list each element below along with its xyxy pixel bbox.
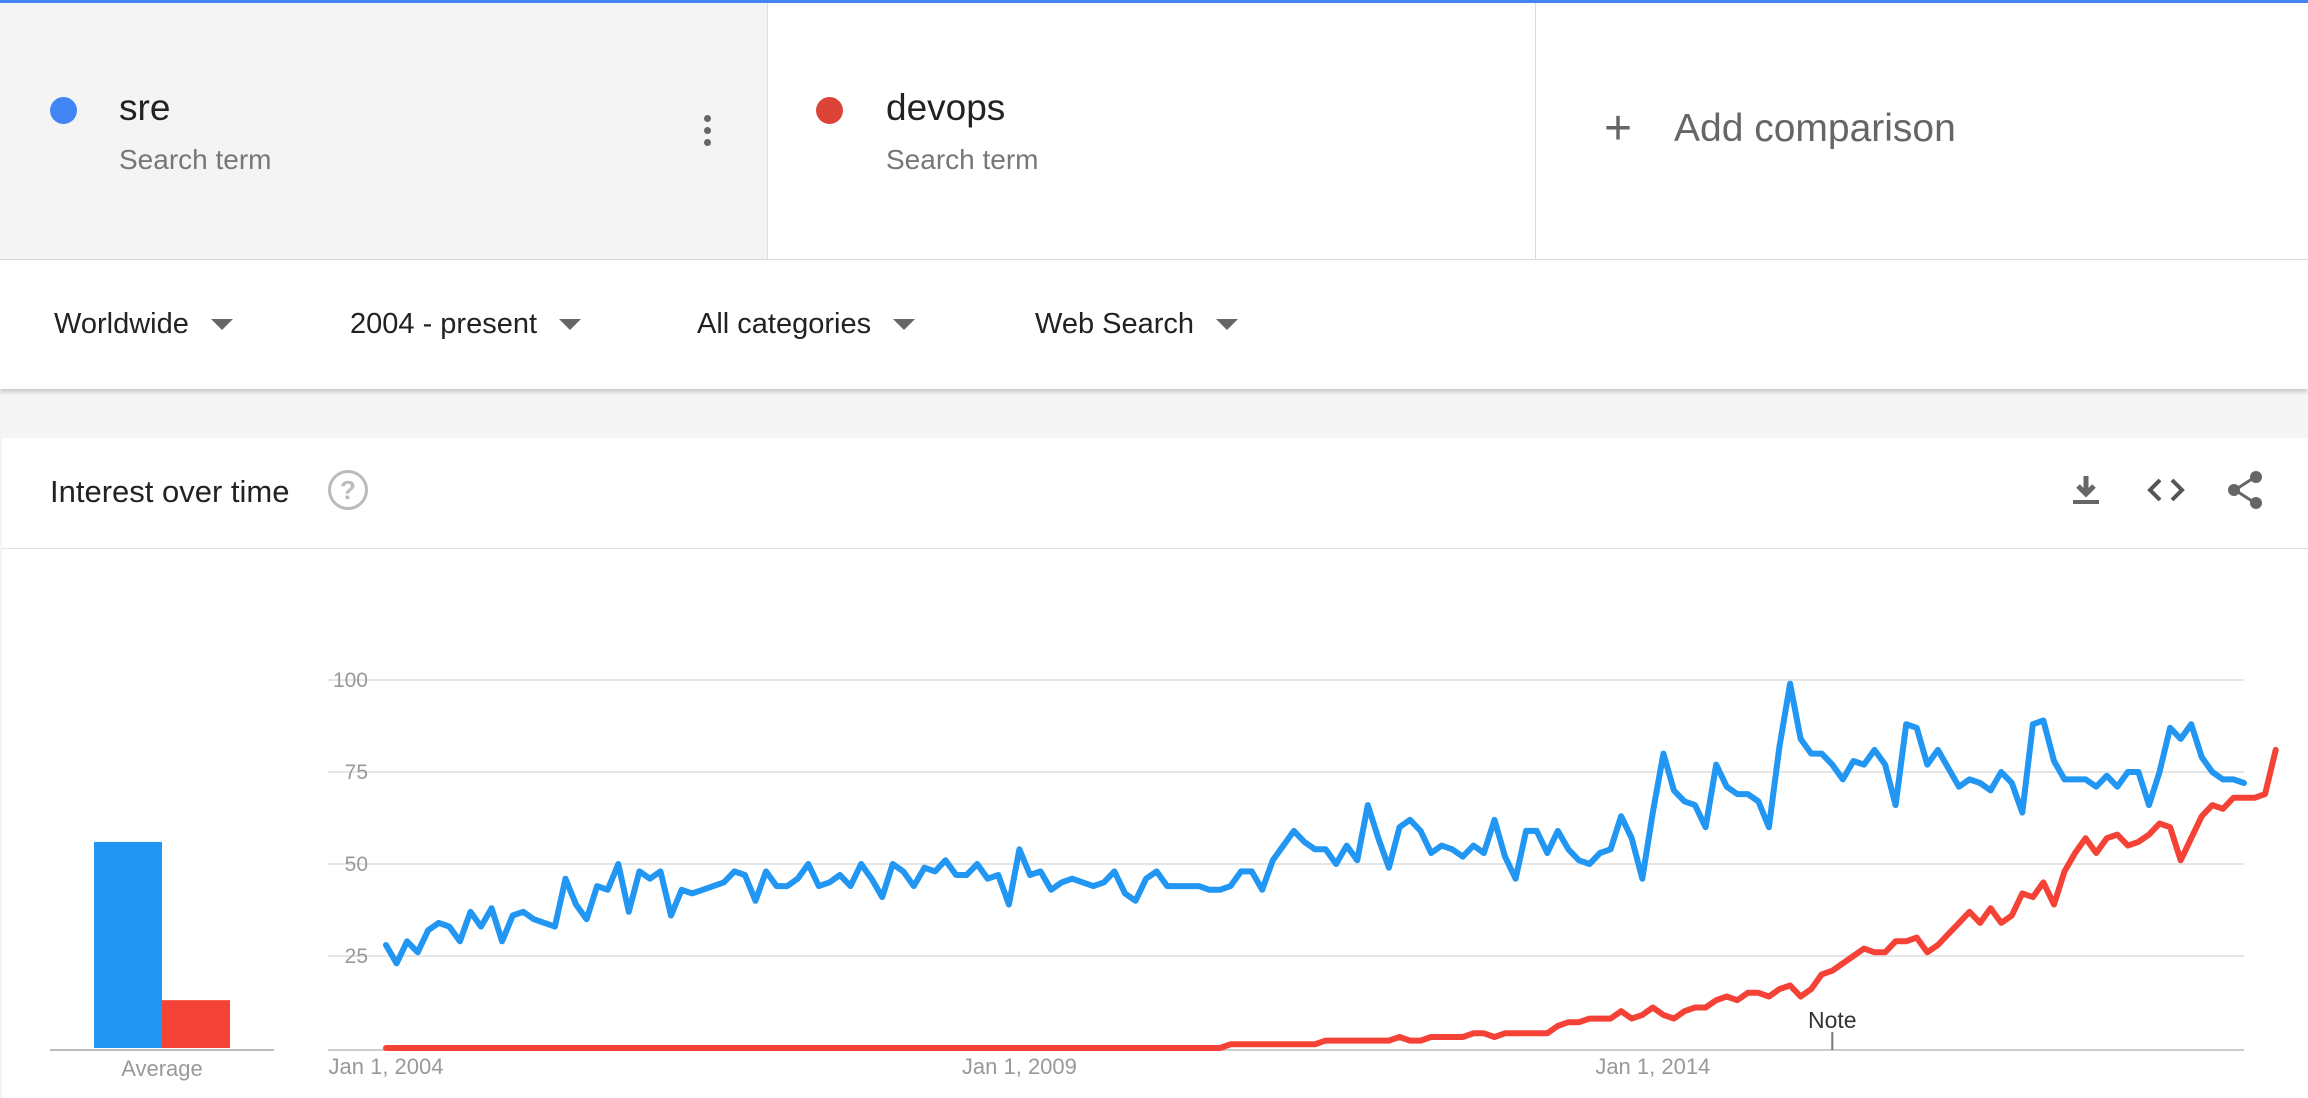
caret-down-icon	[1216, 319, 1239, 330]
y-tick-label: 75	[345, 761, 368, 784]
caret-down-icon	[210, 319, 233, 330]
time-range-label: 2004 - present	[350, 308, 538, 340]
search-terms-bar: sre Search term devops Search term + Add…	[0, 3, 2308, 260]
embed-code-icon[interactable]	[2144, 468, 2188, 512]
y-axis-labels: 25 50 75 100	[333, 669, 368, 968]
x-axis-labels: Jan 1, 2004 Jan 1, 2009 Jan 1, 2014	[329, 1054, 1711, 1079]
average-label: Average	[121, 1056, 203, 1081]
chart-note[interactable]: Note	[1808, 1007, 1857, 1050]
y-tick-label: 100	[333, 669, 368, 692]
series-dot-icon	[816, 97, 843, 124]
plus-icon: +	[1603, 102, 1633, 155]
term-type-label: Search term	[119, 144, 272, 175]
category-dropdown[interactable]: All categories	[697, 308, 916, 341]
average-bar-chart: Average	[50, 841, 274, 1081]
x-tick-label: Jan 1, 2014	[1595, 1054, 1710, 1079]
series-line-devops	[383, 746, 2279, 1051]
category-label: All categories	[697, 308, 872, 340]
trend-lines	[383, 680, 2279, 1051]
region-label: Worldwide	[54, 308, 189, 340]
caret-down-icon	[893, 319, 916, 330]
y-tick-label: 50	[345, 853, 368, 876]
help-icon[interactable]: ?	[328, 470, 368, 510]
top-accent-line	[0, 0, 2308, 3]
average-bar-sre	[94, 841, 162, 1048]
term-card-sre[interactable]: sre Search term	[0, 3, 768, 259]
series-line-sre	[383, 680, 2247, 967]
search-type-label: Web Search	[1035, 308, 1195, 340]
panel-title: Interest over time	[50, 474, 290, 509]
share-icon[interactable]	[2224, 468, 2268, 512]
more-options-icon[interactable]	[700, 115, 714, 151]
chart-grid	[328, 679, 2244, 1051]
search-type-dropdown[interactable]: Web Search	[1035, 308, 1239, 341]
filter-bar: Worldwide 2004 - present All categories …	[0, 260, 2308, 389]
caret-down-icon	[559, 319, 582, 330]
average-bar-devops	[162, 1000, 230, 1048]
add-comparison-button[interactable]: + Add comparison	[1598, 102, 1956, 155]
download-icon[interactable]	[2064, 468, 2108, 512]
series-dot-icon	[50, 97, 77, 124]
term-card-devops[interactable]: devops Search term	[768, 3, 1536, 259]
term-type-label: Search term	[886, 144, 1039, 175]
interest-over-time-panel: Interest over time ? 25 50 75 100	[2, 438, 2308, 1098]
panel-header: Interest over time ?	[2, 438, 2308, 549]
term-name[interactable]: devops	[886, 87, 1006, 128]
x-tick-label: Jan 1, 2009	[962, 1054, 1077, 1079]
x-tick-label: Jan 1, 2004	[329, 1054, 444, 1079]
region-dropdown[interactable]: Worldwide	[54, 308, 233, 341]
term-name[interactable]: sre	[119, 87, 171, 128]
add-comparison-label: Add comparison	[1674, 107, 1956, 150]
y-tick-label: 25	[345, 945, 368, 968]
note-label: Note	[1808, 1007, 1857, 1033]
add-comparison-card[interactable]: + Add comparison	[1536, 3, 2308, 259]
time-range-dropdown[interactable]: 2004 - present	[350, 308, 582, 341]
